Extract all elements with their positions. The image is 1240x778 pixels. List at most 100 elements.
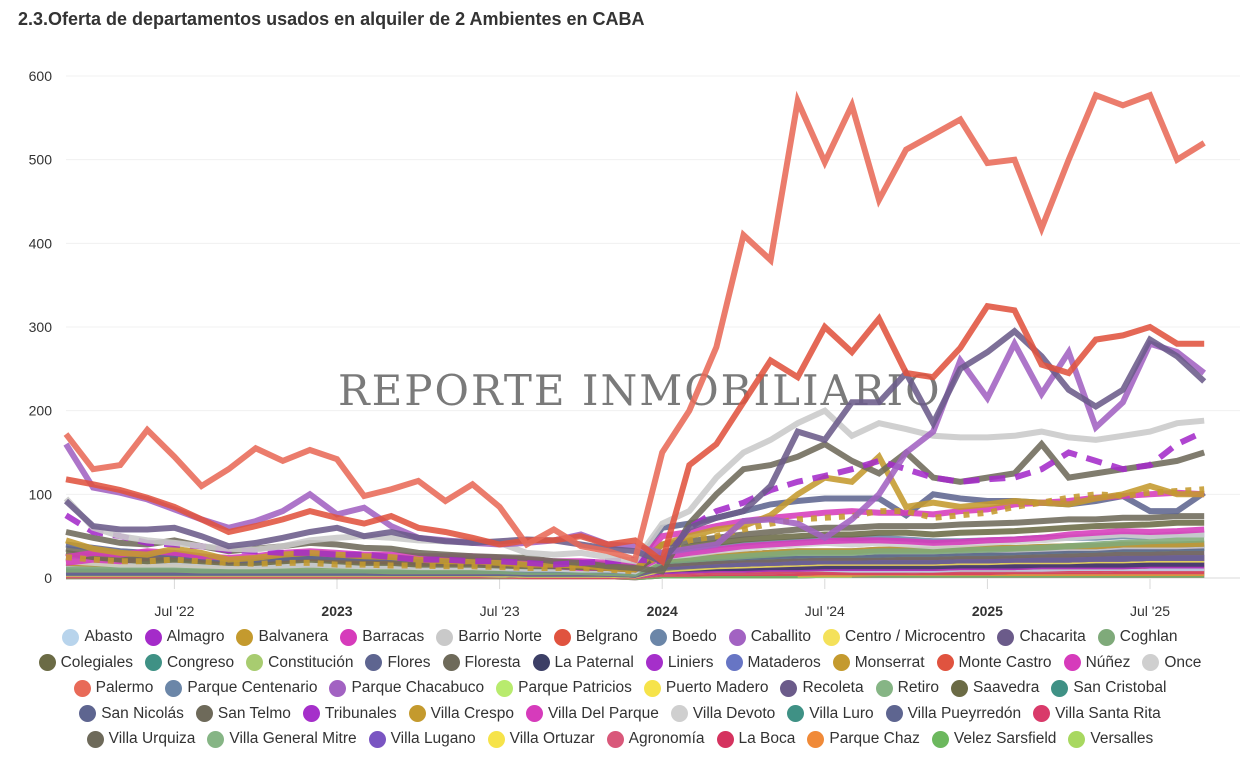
legend-marker-icon: [165, 679, 183, 697]
legend-marker-icon: [725, 654, 743, 672]
legend-label: La Boca: [738, 730, 796, 748]
x-tick-label: Jul '25: [1130, 603, 1170, 619]
legend-label: San Telmo: [217, 704, 291, 722]
legend-marker-icon: [643, 679, 661, 697]
legend-item[interactable]: Constitución: [246, 652, 353, 675]
legend-item[interactable]: Villa Santa Rita: [1033, 703, 1161, 726]
legend-item[interactable]: Parque Patricios: [496, 677, 632, 700]
legend-item[interactable]: Versalles: [1068, 728, 1153, 751]
legend-item[interactable]: Villa Urquiza: [86, 728, 195, 751]
legend-item[interactable]: Balvanera: [236, 626, 328, 649]
legend-item[interactable]: San Nicolás: [79, 703, 184, 726]
legend-label: Villa Devoto: [692, 704, 776, 722]
legend-item[interactable]: San Cristobal: [1051, 677, 1166, 700]
legend-item[interactable]: Floresta: [442, 652, 521, 675]
series-lines: [63, 90, 1207, 581]
legend-marker-icon: [780, 679, 798, 697]
legend-marker-icon: [73, 679, 91, 697]
watermark: REPORTE INMOBILIARIO: [338, 366, 942, 415]
legend-item[interactable]: Saavedra: [950, 677, 1039, 700]
legend-item[interactable]: Belgrano: [553, 626, 638, 649]
legend-item[interactable]: Villa Devoto: [670, 703, 776, 726]
legend-item[interactable]: Núñez: [1063, 652, 1130, 675]
legend-marker-icon: [645, 654, 663, 672]
y-tick-label: 200: [29, 403, 53, 419]
legend-item[interactable]: Villa Crespo: [408, 703, 514, 726]
legend-item[interactable]: Flores: [365, 652, 431, 675]
legend-marker-icon: [807, 730, 825, 748]
series-line-palermo[interactable]: [63, 90, 1206, 564]
legend-label: Villa Ortuzar: [509, 730, 595, 748]
legend-item[interactable]: Retiro: [875, 677, 939, 700]
legend-marker-icon: [728, 628, 746, 646]
x-tick-label: Jul '23: [480, 603, 520, 619]
legend-label: Puerto Madero: [665, 679, 769, 697]
legend-item[interactable]: La Paternal: [532, 652, 634, 675]
legend-item[interactable]: Chacarita: [997, 626, 1086, 649]
series-line-caballito[interactable]: [63, 337, 1207, 556]
legend-item[interactable]: Mataderos: [725, 652, 821, 675]
legend-item[interactable]: Coghlan: [1097, 626, 1178, 649]
legend-marker-icon: [368, 730, 386, 748]
legend-item[interactable]: Parque Chaz: [807, 728, 920, 751]
legend-item[interactable]: Recoleta: [780, 677, 864, 700]
legend-label: San Cristobal: [1073, 679, 1167, 697]
legend-item[interactable]: Villa Lugano: [368, 728, 476, 751]
legend-label: Colegiales: [60, 653, 133, 671]
legend-item[interactable]: Once: [1142, 652, 1201, 675]
legend-item[interactable]: Palermo: [73, 677, 154, 700]
legend-label: La Paternal: [554, 653, 634, 671]
legend-item[interactable]: Villa Del Parque: [525, 703, 659, 726]
y-tick-label: 100: [29, 486, 53, 502]
legend-item[interactable]: Parque Centenario: [165, 677, 317, 700]
legend-marker-icon: [38, 654, 56, 672]
legend-item[interactable]: Congreso: [144, 652, 235, 675]
legend-item[interactable]: Liniers: [645, 652, 714, 675]
legend-marker-icon: [885, 705, 903, 723]
legend-item[interactable]: Boedo: [649, 626, 717, 649]
legend-item[interactable]: Monte Castro: [936, 652, 1052, 675]
legend-item[interactable]: Villa Luro: [787, 703, 874, 726]
legend-label: Liniers: [667, 653, 714, 671]
legend-item[interactable]: Tribunales: [302, 703, 397, 726]
y-tick-label: 300: [29, 319, 53, 335]
legend-marker-icon: [408, 705, 426, 723]
legend-item[interactable]: Parque Chacabuco: [329, 677, 484, 700]
legend-marker-icon: [144, 628, 162, 646]
legend-item[interactable]: Monserrat: [832, 652, 925, 675]
legend-item[interactable]: Caballito: [728, 626, 812, 649]
legend-item[interactable]: Villa Pueyrredón: [885, 703, 1021, 726]
legend-marker-icon: [670, 705, 688, 723]
legend-marker-icon: [525, 705, 543, 723]
legend-item[interactable]: Villa General Mitre: [207, 728, 357, 751]
legend-label: San Nicolás: [101, 704, 184, 722]
y-tick-label: 500: [29, 152, 53, 168]
legend-label: Caballito: [750, 628, 812, 646]
legend-label: Parque Chacabuco: [351, 679, 485, 697]
legend-item[interactable]: Barracas: [340, 626, 424, 649]
chart-title: 2.3.Oferta de departamentos usados en al…: [18, 9, 645, 29]
legend-label: Constitución: [268, 653, 354, 671]
legend-item[interactable]: Agronomía: [606, 728, 705, 751]
legend-marker-icon: [79, 705, 97, 723]
legend-item[interactable]: Abasto: [62, 626, 133, 649]
legend-marker-icon: [1033, 705, 1051, 723]
legend-item[interactable]: Puerto Madero: [643, 677, 769, 700]
legend-label: Congreso: [166, 653, 235, 671]
legend-marker-icon: [553, 628, 571, 646]
legend-item[interactable]: Almagro: [144, 626, 224, 649]
legend-item[interactable]: Villa Ortuzar: [487, 728, 595, 751]
legend-label: Palermo: [95, 679, 154, 697]
legend-label: Centro / Microcentro: [845, 628, 986, 646]
legend-item[interactable]: La Boca: [716, 728, 796, 751]
x-tick-label: 2025: [972, 603, 1003, 619]
x-tick-label: 2024: [647, 603, 678, 619]
legend-label: Floresta: [464, 653, 521, 671]
legend-item[interactable]: San Telmo: [195, 703, 291, 726]
legend-item[interactable]: Colegiales: [38, 652, 133, 675]
series-line-belgrano[interactable]: [65, 302, 1205, 567]
legend-item[interactable]: Barrio Norte: [436, 626, 542, 649]
y-tick-label: 400: [29, 235, 53, 251]
legend-item[interactable]: Centro / Microcentro: [823, 626, 985, 649]
legend-item[interactable]: Velez Sarsfield: [931, 728, 1056, 751]
